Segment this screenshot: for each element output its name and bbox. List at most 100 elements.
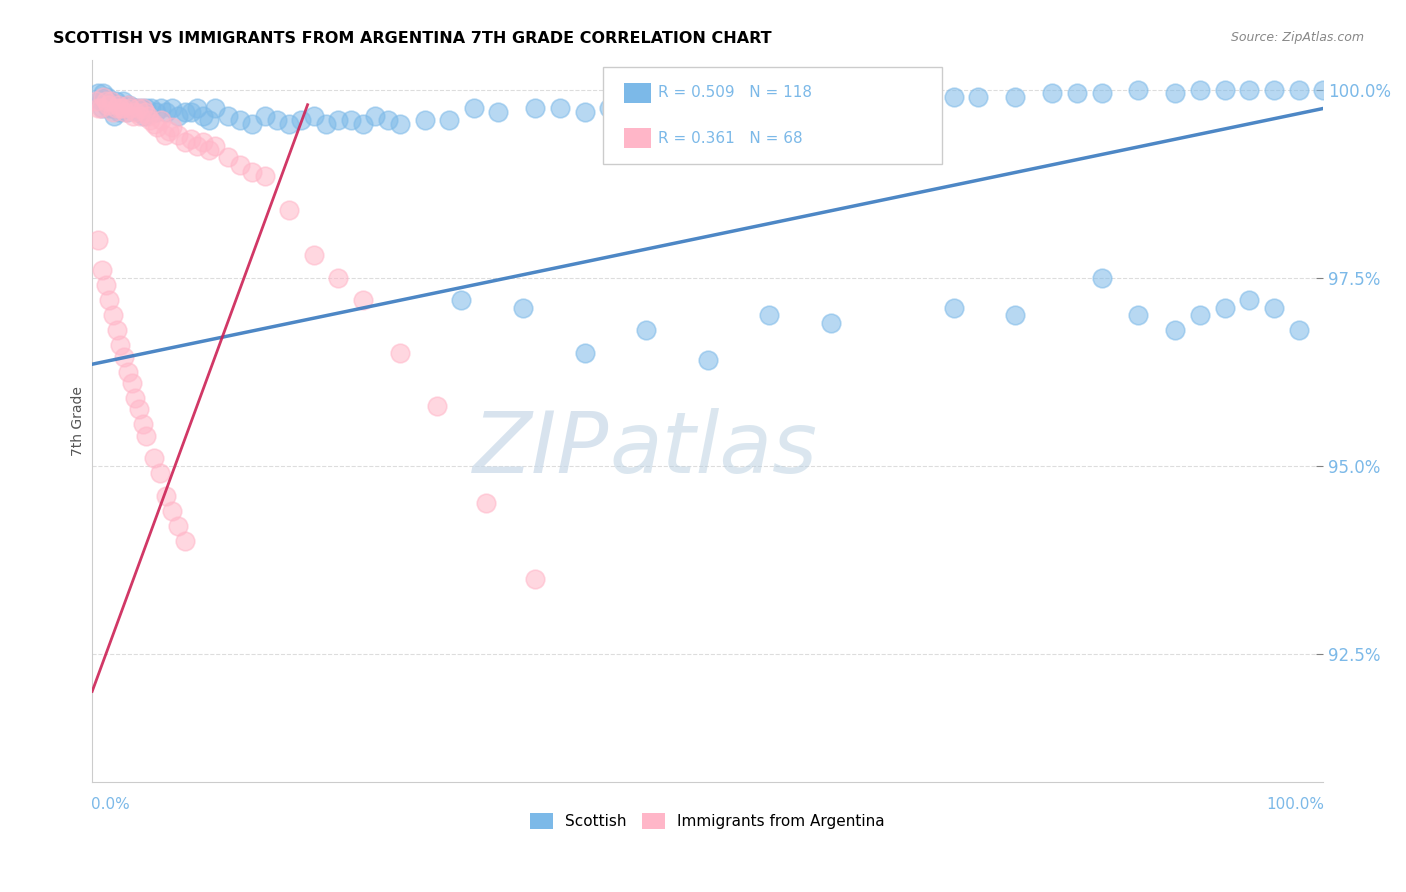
Point [942, 90, 965, 104]
Point [191, 136, 214, 150]
Point [142, 451, 165, 466]
Point [204, 102, 226, 116]
Point [94, 97, 117, 112]
Point [104, 102, 127, 116]
Point [97, 102, 120, 116]
Point [96, 90, 118, 104]
Point [524, 572, 547, 586]
Point [107, 97, 129, 112]
Point [167, 519, 190, 533]
Point [153, 128, 176, 142]
Point [328, 270, 350, 285]
Point [103, 102, 125, 116]
Point [84, 94, 107, 108]
Text: Source: ZipAtlas.com: Source: ZipAtlas.com [1230, 31, 1364, 45]
Point [229, 158, 252, 172]
Point [160, 102, 183, 116]
Point [120, 102, 142, 116]
Point [97, 97, 120, 112]
Point [132, 109, 155, 123]
Point [486, 105, 509, 120]
Point [388, 346, 411, 360]
Point [87, 102, 110, 116]
Point [1213, 83, 1236, 97]
Point [121, 102, 143, 116]
Point [127, 102, 149, 116]
Point [117, 365, 139, 379]
Point [1164, 323, 1187, 337]
Point [758, 94, 780, 108]
Point [160, 120, 183, 135]
Point [1189, 83, 1212, 97]
Point [110, 97, 132, 112]
Point [100, 97, 122, 112]
Text: 100.0%: 100.0% [1267, 797, 1324, 812]
Text: R = 0.509   N = 118: R = 0.509 N = 118 [658, 86, 813, 100]
Point [672, 102, 695, 116]
Point [107, 102, 129, 116]
Point [122, 102, 145, 116]
Point [131, 102, 153, 116]
Point [229, 112, 252, 127]
Point [160, 504, 183, 518]
Point [942, 301, 965, 315]
Point [128, 402, 150, 417]
Point [173, 136, 195, 150]
Point [145, 105, 167, 120]
Point [118, 97, 141, 112]
Point [141, 102, 163, 116]
Point [91, 87, 114, 101]
Point [114, 105, 136, 120]
Point [844, 94, 866, 108]
Point [1004, 309, 1026, 323]
Point [1090, 270, 1112, 285]
Point [94, 94, 117, 108]
Point [186, 102, 208, 116]
Point [135, 102, 157, 116]
Point [173, 533, 195, 548]
Point [167, 109, 190, 123]
Point [115, 105, 138, 120]
Point [574, 346, 596, 360]
Point [91, 263, 114, 277]
Point [90, 94, 112, 108]
Point [157, 124, 180, 138]
Point [149, 467, 172, 481]
Point [388, 116, 411, 130]
Point [124, 391, 146, 405]
Point [204, 139, 226, 153]
Point [820, 316, 842, 330]
Point [129, 109, 152, 123]
Point [111, 102, 134, 116]
Point [87, 233, 110, 247]
Point [524, 102, 547, 116]
Point [1004, 90, 1026, 104]
Point [136, 109, 159, 123]
Point [142, 116, 165, 130]
Point [97, 94, 120, 108]
Point [426, 399, 449, 413]
Point [198, 143, 221, 157]
Point [315, 116, 337, 130]
Point [967, 90, 990, 104]
Legend: Scottish, Immigrants from Argentina: Scottish, Immigrants from Argentina [524, 807, 891, 836]
Point [128, 105, 150, 120]
Point [1128, 83, 1150, 97]
Point [1288, 323, 1310, 337]
Point [339, 112, 361, 127]
Point [121, 376, 143, 390]
Point [794, 97, 817, 112]
Point [1213, 301, 1236, 315]
Point [91, 90, 114, 104]
Point [240, 116, 263, 130]
Point [290, 112, 312, 127]
Point [150, 102, 173, 116]
Point [636, 323, 658, 337]
Point [87, 87, 110, 101]
Point [131, 417, 153, 432]
Point [1040, 87, 1063, 101]
Point [94, 278, 117, 293]
Point [125, 102, 148, 116]
Point [150, 112, 173, 127]
Point [377, 112, 399, 127]
